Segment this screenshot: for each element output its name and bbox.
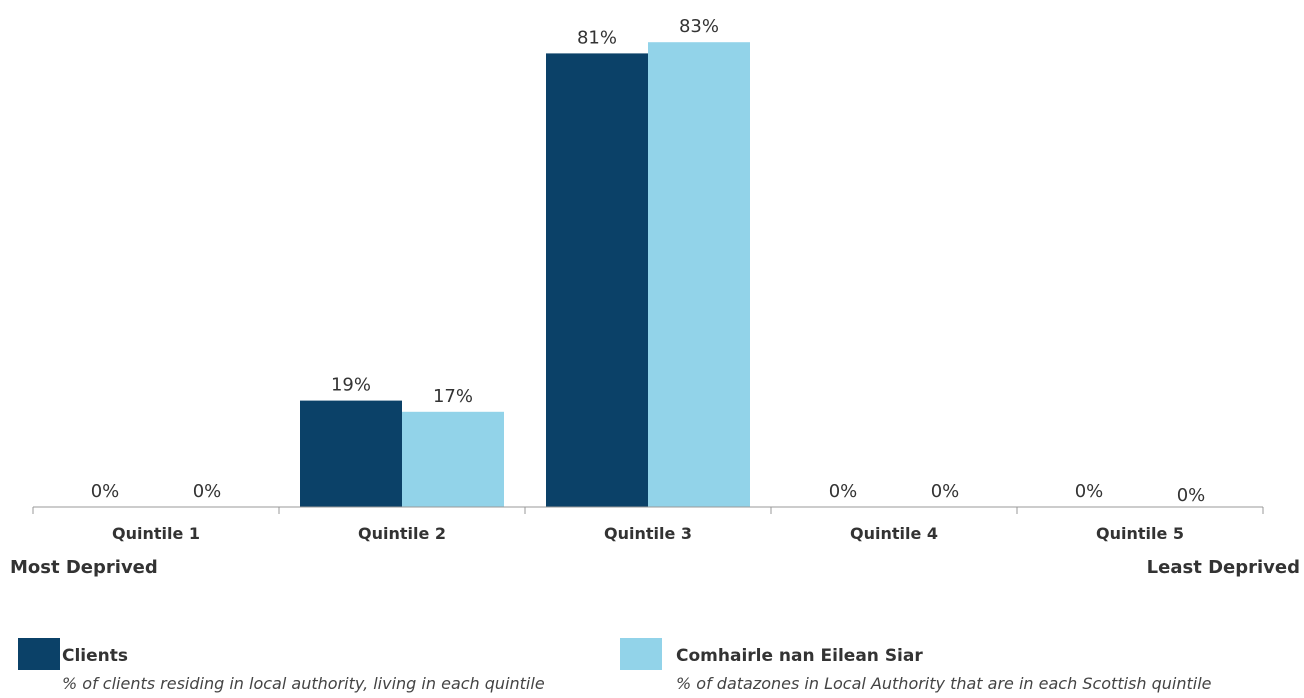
category-label-2: Quintile 2: [358, 524, 446, 543]
value-label-clients-2: 19%: [331, 375, 371, 396]
clients-swatch: [18, 638, 60, 670]
category-labels-group: Quintile 1 Quintile 2 Quintile 3 Quintile 4…: [112, 524, 1184, 543]
bar-comparison-2: [402, 411, 504, 507]
bar-comparison-3: [648, 42, 750, 507]
value-label-comparison-2: 17%: [433, 386, 473, 407]
legend-comparison-description: % of datazones in Local Authority that a…: [676, 674, 1212, 693]
value-label-comparison-3: 83%: [679, 16, 719, 37]
bar-clients-2: [300, 400, 402, 507]
legend-clients-name: Clients: [62, 646, 129, 666]
category-label-4: Quintile 4: [850, 524, 938, 543]
value-label-clients-5: 0%: [1075, 481, 1104, 502]
value-label-comparison-4: 0%: [931, 481, 960, 502]
value-label-clients-3: 81%: [577, 27, 617, 48]
x-axis: [32, 506, 1264, 514]
legend-comparison-name: Comhairle nan Eilean Siar: [676, 646, 923, 666]
bars-group: [300, 42, 750, 508]
value-label-clients-4: 0%: [829, 481, 858, 502]
most-deprived-label: Most Deprived: [10, 557, 158, 578]
comparison-swatch: [620, 638, 662, 670]
value-labels-group: 0% 0% 19% 17% 81% 83% 0% 0% 0% 0%: [91, 16, 1206, 506]
bar-clients-3: [546, 53, 648, 508]
value-label-clients-1: 0%: [91, 481, 120, 502]
legend-clients-description: % of clients residing in local authority…: [62, 674, 545, 693]
category-label-1: Quintile 1: [112, 524, 200, 543]
least-deprived-label: Least Deprived: [1146, 557, 1300, 578]
value-label-comparison-5: 0%: [1177, 485, 1206, 506]
value-label-comparison-1: 0%: [193, 481, 222, 502]
deprivation-bar-chart: 0% 0%19%17%81%83%0% 0% 0% 0% Quintile 1 Quint…: [32, 16, 1264, 543]
category-label-3: Quintile 3: [604, 524, 692, 543]
category-label-5: Quintile 5: [1096, 524, 1184, 543]
